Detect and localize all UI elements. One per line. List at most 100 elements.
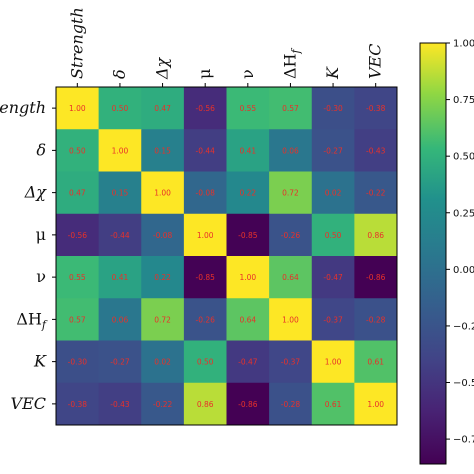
row-label: ΔHf	[16, 309, 48, 331]
heatmap-cell	[183, 129, 227, 172]
heatmap-cell	[56, 129, 100, 172]
heatmap-cell	[98, 87, 142, 130]
row-label: ν	[36, 267, 46, 286]
heatmap-cell	[354, 129, 398, 172]
column-label: Δχ	[153, 56, 172, 80]
cell-value-label: 0.61	[325, 400, 342, 409]
heatmap-cell	[56, 382, 100, 426]
heatmap-cell	[56, 171, 100, 215]
heatmap-cell	[311, 256, 355, 299]
cell-value-label: 0.55	[69, 273, 86, 282]
heatmap-cell	[98, 340, 142, 384]
colorbar-tick-label: −0.50	[453, 378, 474, 389]
column-label: Strength	[67, 7, 86, 79]
cell-value-label: 1.00	[112, 146, 129, 155]
row-label: δ	[36, 140, 46, 159]
colorbar-tick-label: 0.00	[453, 265, 474, 276]
cell-value-label: 0.86	[367, 231, 384, 240]
cell-value-label: 0.02	[154, 358, 171, 367]
cell-value-label: -0.26	[195, 315, 215, 324]
heatmap-cell	[311, 382, 355, 426]
cell-value-label: -0.26	[281, 231, 301, 240]
cell-value-label: -0.44	[110, 231, 130, 240]
colorbar-tick-label: −0.25	[453, 321, 474, 332]
cell-value-label: 0.50	[197, 358, 214, 367]
heatmap-cell	[98, 382, 142, 426]
cell-value-label: -0.28	[366, 315, 386, 324]
cell-value-label: -0.86	[238, 400, 258, 409]
cell-value-label: -0.08	[153, 231, 173, 240]
colorbar-tick-label: 0.75	[453, 95, 474, 106]
heatmap-cell	[311, 87, 355, 130]
cell-value-label: 0.72	[154, 315, 171, 324]
cell-value-label: -0.22	[153, 400, 173, 409]
cell-value-label: -0.43	[110, 400, 130, 409]
cell-value-label: 0.50	[325, 231, 342, 240]
cell-value-label: -0.30	[68, 358, 88, 367]
cell-value-label: -0.27	[110, 358, 130, 367]
cell-value-label: 0.61	[367, 358, 384, 367]
heatmap-cell	[226, 129, 270, 172]
cell-value-label: 1.00	[282, 315, 299, 324]
heatmap-cell	[141, 340, 185, 384]
row-label: Δχ	[24, 183, 48, 202]
heatmap-cell	[98, 213, 142, 257]
heatmap-cell	[354, 87, 398, 130]
cell-value-label: 0.72	[282, 189, 299, 198]
heatmap-cell	[354, 256, 398, 299]
cell-value-label: 0.64	[239, 315, 256, 324]
column-label: ΔHf	[280, 47, 302, 79]
cell-value-label: -0.43	[366, 146, 386, 155]
cell-value-label: 0.15	[154, 146, 171, 155]
heatmap-cell	[226, 298, 270, 341]
heatmap-cell	[269, 382, 313, 426]
heatmap-cell	[183, 213, 227, 257]
cell-value-label: -0.38	[68, 400, 88, 409]
colorbar-tick-label: 0.50	[453, 152, 474, 163]
heatmap-cell	[226, 213, 270, 257]
heatmap-cell	[269, 213, 313, 257]
column-labels: Strength δ Δχ μ ν ΔHf K VEC	[67, 7, 384, 80]
cell-value-label: 1.00	[197, 231, 214, 240]
plot-frame	[55, 86, 398, 426]
cell-value-label: -0.85	[238, 231, 258, 240]
heatmap-cell	[226, 256, 270, 299]
cell-value-label: -0.22	[366, 189, 386, 198]
cell-value-label: 0.47	[69, 189, 86, 198]
heatmap-cell	[269, 298, 313, 341]
cell-value-label: 1.00	[154, 189, 171, 198]
heatmap-cell	[98, 171, 142, 215]
cell-value-label: 0.50	[69, 146, 86, 155]
column-label: δ	[110, 69, 129, 79]
heatmap-cell	[226, 340, 270, 384]
cell-value-label: -0.27	[323, 146, 343, 155]
row-labels: Strength δ Δχ μ ν ΔHf K VEC	[0, 98, 48, 413]
heatmap-cell	[141, 129, 185, 172]
cell-value-label: -0.30	[323, 104, 343, 113]
colorbar-tick-label: −0.75	[453, 435, 474, 446]
heatmap-cell	[269, 129, 313, 172]
heatmap-cell	[311, 213, 355, 257]
cell-value-label: 1.00	[239, 273, 256, 282]
heatmap-cell	[98, 129, 142, 172]
heatmap-cell	[183, 171, 227, 215]
heatmap-cell	[183, 298, 227, 341]
heatmap-cell	[141, 213, 185, 257]
colorbar-gradient	[419, 42, 447, 465]
colorbar-tick-label: 1.00	[453, 39, 474, 50]
heatmap-cell	[56, 298, 100, 341]
row-label: VEC	[11, 394, 46, 413]
heatmap-cell	[311, 340, 355, 384]
heatmap-cell	[141, 382, 185, 426]
cell-value-label: 0.47	[154, 104, 171, 113]
heatmap-cell	[141, 87, 185, 130]
heatmap-cell	[141, 256, 185, 299]
heatmap-cell	[269, 340, 313, 384]
heatmap-cell	[269, 256, 313, 299]
cell-value-label: 0.41	[239, 146, 256, 155]
heatmap-cell	[98, 256, 142, 299]
heatmap-cell	[226, 382, 270, 426]
heatmap-cell	[56, 340, 100, 384]
heatmap-cell	[354, 171, 398, 215]
